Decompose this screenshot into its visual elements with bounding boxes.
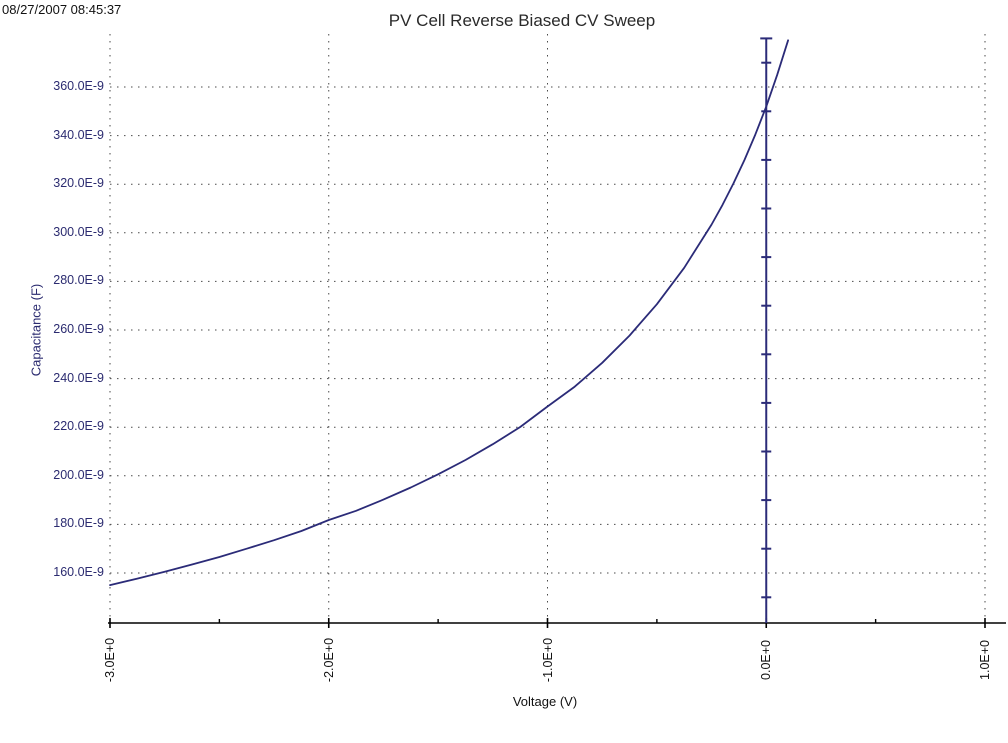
y-axis-title: Capacitance (F) <box>28 283 44 377</box>
y-tick-label: 360.0E-9 <box>53 79 104 93</box>
x-tick-label: -1.0E+0 <box>540 637 555 683</box>
y-tick-label: 300.0E-9 <box>53 224 104 239</box>
y-tick-label: 280.0E-9 <box>53 273 104 288</box>
grid-lines <box>109 34 986 622</box>
y-tick-label: 180.0E-9 <box>53 516 104 531</box>
zero-voltage-axis <box>760 37 773 623</box>
chart-title: PV Cell Reverse Biased CV Sweep <box>388 11 656 30</box>
x-tick-label: 0.0E+0 <box>759 640 774 680</box>
y-tick-label: 200.0E-9 <box>53 467 104 482</box>
y-tick-label: 340.0E-9 <box>53 127 104 142</box>
y-tick-label: 260.0E-9 <box>53 322 104 336</box>
y-tick-label: 240.0E-9 <box>53 370 104 385</box>
x-tick-label: 1.0E+0 <box>978 640 992 680</box>
x-axis-title: Voltage (V) <box>512 694 578 709</box>
y-tick-label: 320.0E-9 <box>53 176 104 191</box>
timestamp: 08/27/2007 08:45:37 <box>2 2 122 17</box>
y-tick-label: 220.0E-9 <box>53 419 104 434</box>
x-tick-label: -2.0E+0 <box>321 637 336 683</box>
x-tick-label: -3.0E+0 <box>103 637 117 683</box>
cv-curve <box>109 39 789 586</box>
x-axis <box>108 618 1006 628</box>
y-tick-label: 160.0E-9 <box>53 565 104 579</box>
